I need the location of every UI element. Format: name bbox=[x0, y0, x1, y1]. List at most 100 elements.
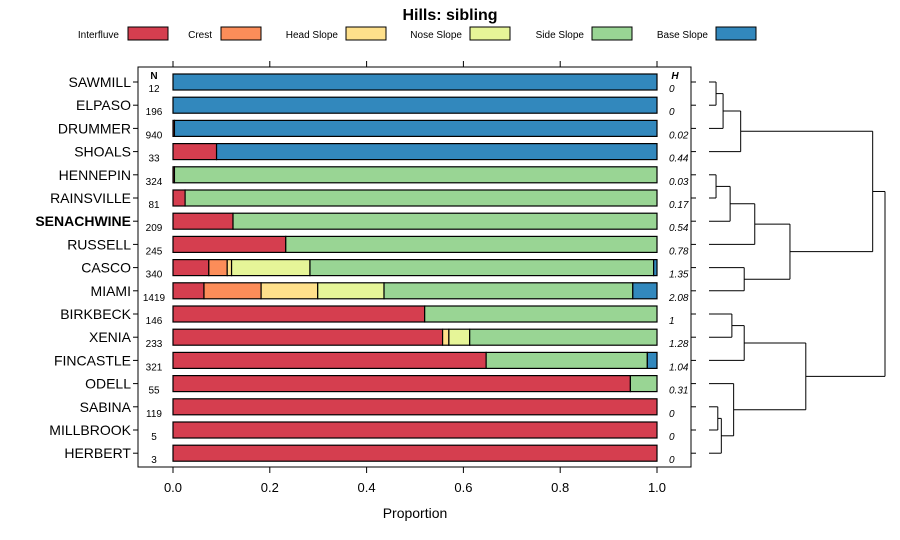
bar-segment-russell-interfluve bbox=[172, 235, 287, 253]
h-value-casco: 1.35 bbox=[669, 270, 689, 281]
row-label-senachwine: SENACHWINE bbox=[35, 213, 131, 229]
legend-label-head-slope: Head Slope bbox=[286, 30, 339, 41]
bar-segment-xenia-head-slope bbox=[441, 328, 450, 346]
bar-panel: N H SAWMILL 12 0 ELPASO 196 0 DRUMMER 940 0.02 SHOA… bbox=[35, 66, 696, 468]
row-label-herbert: HERBERT bbox=[64, 445, 131, 461]
row-label-rainsville: RAINSVILLE bbox=[50, 190, 131, 206]
bar-segment-drummer-base-slope bbox=[173, 119, 658, 138]
bar-segment-miami-nose-slope bbox=[317, 282, 385, 300]
h-value-elpaso: 0 bbox=[669, 107, 675, 118]
n-value-birkbeck: 146 bbox=[146, 316, 163, 327]
row-label-hennepin: HENNEPIN bbox=[59, 167, 131, 183]
bar-segment-herbert-interfluve bbox=[172, 444, 658, 462]
bar-segment-elpaso-base-slope bbox=[172, 96, 658, 114]
row-label-drummer: DRUMMER bbox=[58, 120, 131, 136]
n-value-hennepin: 324 bbox=[146, 177, 163, 188]
legend: Interfluve Crest Head Slope Nose Slope Side … bbox=[78, 26, 757, 41]
bar-segment-xenia-interfluve bbox=[172, 328, 444, 346]
n-value-fincastle: 321 bbox=[146, 362, 163, 373]
h-value-senachwine: 0.54 bbox=[669, 223, 689, 234]
legend-label-interfluve: Interfluve bbox=[78, 30, 120, 41]
legend-swatch-nose-slope bbox=[469, 26, 511, 41]
row-label-xenia: XENIA bbox=[89, 329, 132, 345]
bar-segment-odell-interfluve bbox=[172, 375, 631, 393]
bar-segment-birkbeck-interfluve bbox=[172, 305, 426, 323]
bar-segment-casco-head-slope bbox=[226, 259, 233, 277]
bar-segment-xenia-nose-slope bbox=[448, 328, 471, 346]
row-label-odell: ODELL bbox=[85, 376, 131, 392]
bar-segment-fincastle-base-slope bbox=[646, 351, 658, 369]
bar-segment-sawmill-base-slope bbox=[172, 73, 658, 91]
row-label-elpaso: ELPASO bbox=[76, 97, 131, 113]
bar-segment-hennepin-side-slope bbox=[173, 166, 658, 184]
n-value-xenia: 233 bbox=[146, 339, 163, 350]
bar-segment-miami-base-slope bbox=[632, 282, 658, 300]
row-label-fincastle: FINCASTLE bbox=[54, 352, 131, 368]
legend-label-side-slope: Side Slope bbox=[536, 30, 585, 41]
h-header: H bbox=[671, 71, 679, 82]
bar-segment-sabina-interfluve bbox=[172, 398, 658, 416]
bar-segment-casco-interfluve bbox=[172, 259, 210, 277]
h-value-fincastle: 1.04 bbox=[669, 362, 689, 373]
n-value-rainsville: 81 bbox=[148, 200, 160, 211]
n-value-russell: 245 bbox=[146, 246, 163, 257]
h-value-odell: 0.31 bbox=[669, 386, 688, 397]
row-label-miami: MIAMI bbox=[91, 283, 131, 299]
legend-label-nose-slope: Nose Slope bbox=[410, 30, 462, 41]
h-value-miami: 2.08 bbox=[668, 293, 689, 304]
bar-segment-senachwine-interfluve bbox=[172, 212, 234, 230]
h-value-drummer: 0.02 bbox=[669, 130, 689, 141]
bar-segment-casco-crest bbox=[208, 259, 228, 277]
n-value-sabina: 119 bbox=[146, 409, 162, 420]
x-tick-label: 0.8 bbox=[551, 480, 569, 495]
n-header: N bbox=[150, 71, 157, 82]
h-value-millbrook: 0 bbox=[669, 432, 675, 443]
n-value-miami: 1419 bbox=[143, 293, 166, 304]
n-value-casco: 340 bbox=[146, 270, 163, 281]
bar-segment-miami-interfluve bbox=[172, 282, 205, 300]
bar-segment-fincastle-interfluve bbox=[172, 351, 487, 369]
legend-swatch-base-slope bbox=[715, 26, 757, 41]
bar-segment-odell-side-slope bbox=[629, 375, 658, 393]
chart-title: Hills: sibling bbox=[402, 7, 497, 24]
n-value-millbrook: 5 bbox=[151, 432, 157, 443]
h-value-birkbeck: 1 bbox=[669, 316, 675, 327]
x-axis: 0.0 0.2 0.4 0.6 0.8 1.0 bbox=[164, 61, 666, 495]
legend-swatch-head-slope bbox=[345, 26, 387, 41]
x-tick-label: 0.6 bbox=[454, 480, 472, 495]
n-value-sawmill: 12 bbox=[148, 84, 160, 95]
bar-segment-shoals-interfluve bbox=[172, 143, 218, 161]
bar-segment-fincastle-side-slope bbox=[485, 351, 648, 369]
x-tick-label: 1.0 bbox=[648, 480, 666, 495]
bar-segment-senachwine-side-slope bbox=[232, 212, 658, 230]
bar-segment-miami-head-slope bbox=[260, 282, 319, 300]
bar-segment-miami-crest bbox=[203, 282, 262, 300]
bar-segment-miami-side-slope bbox=[383, 282, 634, 300]
h-value-shoals: 0.44 bbox=[669, 154, 689, 165]
h-value-sawmill: 0 bbox=[669, 84, 675, 95]
n-value-odell: 55 bbox=[148, 386, 160, 397]
n-value-herbert: 3 bbox=[151, 455, 157, 466]
row-label-birkbeck: BIRKBECK bbox=[60, 306, 131, 322]
legend-swatch-crest bbox=[220, 26, 262, 41]
x-tick-label: 0.4 bbox=[358, 480, 376, 495]
row-label-sabina: SABINA bbox=[80, 399, 132, 415]
legend-label-crest: Crest bbox=[188, 30, 212, 41]
bar-segment-millbrook-interfluve bbox=[172, 421, 658, 439]
row-label-casco: CASCO bbox=[81, 260, 131, 276]
legend-label-base-slope: Base Slope bbox=[657, 30, 709, 41]
n-value-senachwine: 209 bbox=[146, 223, 163, 234]
legend-swatch-side-slope bbox=[591, 26, 633, 41]
bar-segment-birkbeck-side-slope bbox=[424, 305, 658, 323]
bar-segment-xenia-side-slope bbox=[469, 328, 658, 346]
row-label-russell: RUSSELL bbox=[67, 236, 131, 252]
dendrogram bbox=[709, 81, 886, 454]
h-value-sabina: 0 bbox=[669, 409, 675, 420]
row-label-shoals: SHOALS bbox=[74, 144, 131, 160]
n-value-shoals: 33 bbox=[148, 154, 160, 165]
x-tick-label: 0.2 bbox=[261, 480, 279, 495]
bar-segment-rainsville-interfluve bbox=[172, 189, 186, 207]
bar-segment-shoals-base-slope bbox=[215, 143, 658, 161]
row-label-sawmill: SAWMILL bbox=[69, 74, 132, 90]
